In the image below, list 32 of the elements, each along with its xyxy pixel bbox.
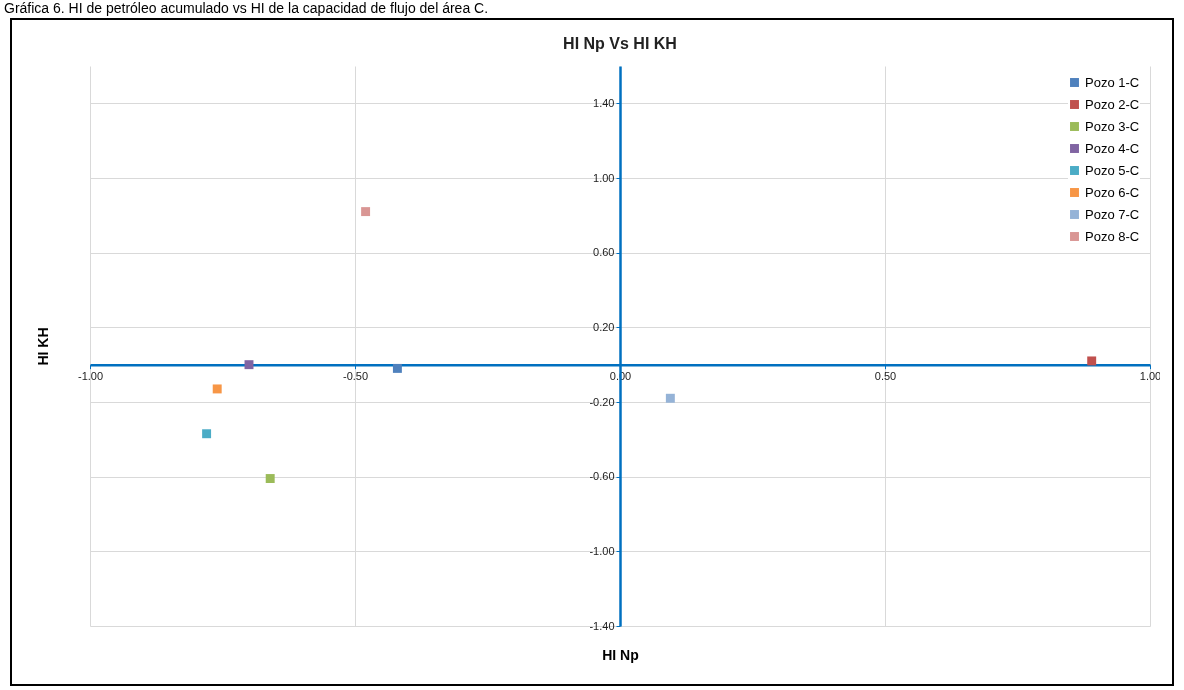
legend-label: Pozo 3-C <box>1085 118 1140 134</box>
legend-label: Pozo 1-C <box>1085 74 1140 90</box>
chart-title: HI Np Vs HI KH <box>563 35 677 52</box>
text: Gráfica 6. HI de petróleo acumulado vs HI de la capacidad de flujo del área C. <box>4 0 489 17</box>
legend-label: Pozo 4-C <box>1085 140 1140 156</box>
y-tick-label: -0.60 <box>589 470 615 483</box>
y-tick-label: -1.00 <box>589 544 615 557</box>
legend-label: Pozo 6-C <box>1085 184 1140 200</box>
point <box>392 363 402 373</box>
y-tick-label: -0.20 <box>589 395 615 408</box>
x-tick-label: 1.00 <box>1139 370 1162 383</box>
point <box>265 474 275 484</box>
y-axis-title: HI KH <box>34 327 51 366</box>
y-tick-label: 0.20 <box>593 320 615 333</box>
legend-label: Pozo 8-C <box>1085 228 1140 244</box>
y-tick-label: 0.60 <box>593 246 615 259</box>
point <box>202 429 212 439</box>
point <box>212 384 222 394</box>
x-axis-title: HI Np <box>602 646 639 663</box>
point <box>1087 356 1097 366</box>
x-tick-label: -0.50 <box>342 370 369 383</box>
y-tick-label: 1.40 <box>593 96 615 109</box>
y-tick-label: 1.00 <box>593 171 615 184</box>
point <box>665 393 675 403</box>
legend-label: Pozo 2-C <box>1085 96 1140 112</box>
point <box>361 207 371 217</box>
point <box>244 360 254 370</box>
y-tick-label: -1.40 <box>589 619 615 632</box>
x-tick-label: 0.50 <box>874 370 897 383</box>
x-tick-label: -1.00 <box>77 370 104 383</box>
legend-label: Pozo 7-C <box>1085 206 1140 222</box>
legend-label: Pozo 5-C <box>1085 162 1140 178</box>
